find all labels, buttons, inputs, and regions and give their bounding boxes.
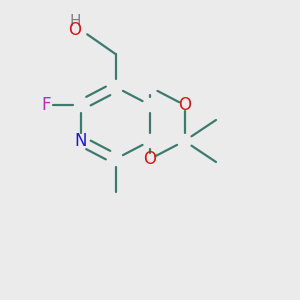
Text: O: O: [178, 96, 191, 114]
Text: H: H: [70, 14, 81, 28]
Text: O: O: [143, 150, 157, 168]
Text: F: F: [42, 96, 51, 114]
Text: N: N: [75, 132, 87, 150]
Text: O: O: [68, 21, 81, 39]
